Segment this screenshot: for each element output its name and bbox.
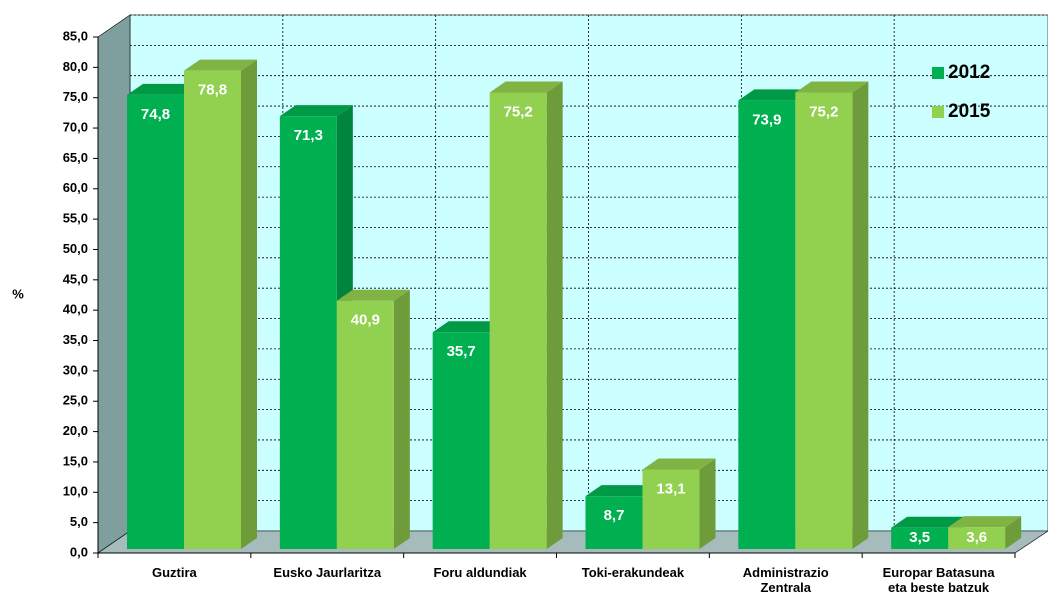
x-tick-label: Toki-erakundeak: [581, 565, 685, 580]
value-label: 74,8: [141, 106, 170, 123]
y-tick-label: 45,0: [63, 271, 88, 286]
y-tick-label: 55,0: [63, 211, 88, 226]
legend-label: 2015: [948, 101, 991, 122]
value-label: 75,2: [504, 103, 533, 120]
y-tick-label: 0,0: [70, 544, 88, 559]
y-tick-label: 85,0: [63, 28, 88, 43]
bar-side: [699, 458, 716, 549]
y-tick-label: 10,0: [63, 484, 88, 499]
bar-top: [336, 289, 410, 301]
bar-top: [795, 81, 869, 93]
value-label: 73,9: [752, 111, 781, 128]
legend-label: 2012: [948, 62, 990, 83]
bar-side: [852, 81, 869, 550]
bar: [489, 92, 547, 550]
bar: [432, 332, 490, 549]
y-tick-label: 30,0: [63, 362, 88, 377]
bar-top: [127, 83, 200, 95]
y-tick-label: 50,0: [63, 241, 88, 256]
bar: [642, 469, 700, 549]
bar-side: [1005, 516, 1022, 549]
value-label: 40,9: [351, 312, 380, 329]
value-label: 3,6: [966, 529, 987, 546]
bar-top: [948, 516, 1022, 528]
bar-top: [279, 105, 353, 117]
y-tick-label: 25,0: [63, 393, 88, 408]
bar-side: [393, 289, 410, 549]
bar-top: [891, 516, 965, 528]
x-tick-label: Europar Batasuna eta beste batzuk: [882, 565, 995, 595]
bar-top: [642, 458, 716, 470]
bar-top: [489, 81, 563, 93]
y-tick-label: 5,0: [70, 514, 88, 529]
value-label: 75,2: [809, 103, 838, 120]
bar: [336, 300, 394, 549]
y-axis-label: %: [12, 286, 24, 301]
bar-top: [738, 89, 812, 101]
y-tick-label: 80,0: [63, 59, 88, 74]
bar-top: [184, 59, 257, 71]
bar-top: [432, 321, 506, 333]
bar-top: [585, 485, 659, 497]
value-label: 13,1: [656, 480, 685, 497]
y-tick-label: 70,0: [63, 119, 88, 134]
bar: [795, 92, 853, 550]
bar: [184, 70, 241, 550]
value-label: 78,8: [198, 82, 227, 99]
value-label: 3,5: [909, 529, 930, 546]
side-wall: [97, 14, 131, 554]
x-tick-label: Administrazio Zentrala: [742, 565, 829, 595]
value-label: 71,3: [294, 127, 323, 144]
bar: [279, 116, 337, 550]
bar: [738, 100, 796, 549]
y-tick-label: 20,0: [63, 423, 88, 438]
back-wall: [129, 14, 1048, 532]
bar: [948, 527, 1006, 549]
y-tick-label: 60,0: [63, 180, 88, 195]
x-tick-label: Guztira: [152, 565, 197, 580]
bar: [127, 94, 184, 550]
y-tick-label: 65,0: [63, 150, 88, 165]
bar-side: [546, 81, 563, 550]
y-tick-label: 75,0: [63, 89, 88, 104]
value-label: 35,7: [447, 343, 476, 360]
bar: [891, 527, 949, 549]
x-tick-label: Foru aldundiak: [433, 565, 527, 580]
y-tick-label: 40,0: [63, 302, 88, 317]
legend-swatch: [932, 67, 944, 79]
bar-side: [241, 59, 257, 550]
y-tick-label: 35,0: [63, 332, 88, 347]
legend-swatch: [932, 106, 944, 118]
x-tick-label: Eusko Jaurlaritza: [273, 565, 382, 580]
y-tick-label: 15,0: [63, 453, 88, 468]
bar: [585, 496, 643, 549]
value-label: 8,7: [604, 507, 625, 524]
